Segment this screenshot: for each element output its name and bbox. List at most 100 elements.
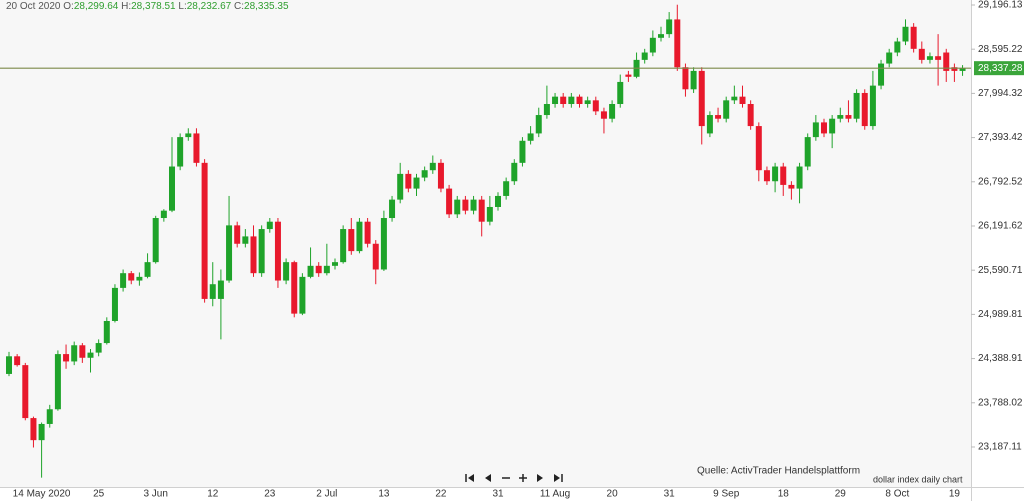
- candle-body: [266, 221, 273, 230]
- y-tick-label: 23,788.02: [978, 397, 1023, 408]
- candle-body: [111, 287, 118, 321]
- x-tick-label: 25: [93, 489, 105, 500]
- nav-prev[interactable]: [485, 474, 491, 482]
- candle-body: [666, 19, 673, 35]
- header-label: C:: [234, 1, 245, 12]
- candle-body: [201, 162, 208, 299]
- candle-body: [641, 52, 648, 60]
- header-value: 28,378.51: [131, 1, 176, 12]
- candle-body: [943, 52, 950, 71]
- candle-body: [715, 115, 722, 119]
- candle-body: [625, 74, 632, 77]
- candle-body: [902, 26, 909, 42]
- candle-body: [283, 262, 290, 281]
- candle-body: [332, 262, 338, 266]
- x-tick-label: 22: [435, 489, 447, 500]
- candle-body: [894, 41, 901, 53]
- header-value: 28,335.35: [244, 1, 289, 12]
- x-tick-label: 31: [492, 489, 504, 500]
- candle-body: [682, 67, 689, 90]
- x-tick-label: 8 Oct: [885, 489, 909, 500]
- candle-body: [869, 85, 876, 127]
- candle-body: [739, 96, 746, 105]
- y-tick-label: 23,187.11: [978, 442, 1022, 453]
- candle-body: [193, 133, 200, 163]
- candle-body: [250, 236, 257, 274]
- candle-body: [364, 221, 371, 244]
- x-tick-label: 18: [778, 489, 790, 500]
- candle-body: [63, 354, 70, 362]
- candle-body: [128, 273, 135, 281]
- candle-body: [706, 115, 713, 134]
- x-tick-label: 19: [949, 489, 961, 500]
- header-date: 20 Oct 2020: [6, 1, 61, 12]
- candle-body: [160, 210, 167, 219]
- candle-body: [649, 37, 656, 53]
- nav-zoom-in[interactable]: [519, 474, 527, 482]
- candle-body: [421, 170, 428, 178]
- candle-body: [470, 199, 477, 211]
- y-tick-label: 28,595.22: [978, 44, 1023, 55]
- candle-body: [731, 96, 738, 101]
- candle-body: [763, 170, 770, 182]
- candle-body: [380, 218, 387, 270]
- last-price-box: [974, 61, 1024, 76]
- candle-body: [951, 67, 958, 71]
- nav-next[interactable]: [537, 474, 543, 482]
- candle-body: [821, 122, 827, 134]
- candle-body: [926, 56, 933, 60]
- y-tick-label: 25,590.71: [978, 265, 1023, 276]
- nav-last[interactable]: [554, 474, 563, 482]
- candle-body: [609, 104, 616, 119]
- candle-body: [307, 265, 314, 277]
- candle-body: [120, 273, 127, 288]
- candle-body: [503, 181, 510, 196]
- candle-body: [788, 184, 795, 189]
- candle-body: [747, 104, 754, 127]
- y-tick-label: 27,994.32: [978, 88, 1023, 99]
- x-tick-label: 23: [264, 489, 276, 500]
- candle-body: [54, 354, 61, 410]
- candle-body: [71, 345, 78, 362]
- candle-body: [478, 199, 485, 222]
- candle-body: [804, 137, 811, 167]
- candle-body: [299, 276, 306, 314]
- header-value: 28,299.64: [73, 1, 119, 12]
- candle-body: [495, 195, 501, 207]
- candle-body: [829, 118, 836, 134]
- candle-body: [14, 356, 21, 366]
- x-tick-label: 13: [378, 489, 390, 500]
- last-price-label: 28,337.28: [978, 63, 1023, 74]
- candle-body: [405, 173, 412, 189]
- y-tick-label: 27,393.42: [978, 132, 1023, 143]
- candle-body: [437, 162, 444, 189]
- candle-body: [242, 236, 249, 244]
- candle-body: [959, 68, 966, 71]
- y-tick-label: 24,388.91: [978, 353, 1023, 364]
- candle-body: [935, 56, 942, 60]
- candle-body: [796, 166, 803, 189]
- x-tick-label: 12: [207, 489, 219, 500]
- candle-body: [397, 173, 404, 200]
- candle-body: [560, 96, 567, 105]
- candle-body: [234, 225, 241, 244]
- candle-body: [617, 81, 624, 105]
- candle-body: [845, 115, 852, 119]
- candle-body: [274, 221, 281, 281]
- candle-body: [323, 265, 330, 274]
- candle-body: [6, 356, 12, 374]
- candle-body: [772, 166, 779, 182]
- candle-body: [886, 52, 893, 64]
- candle-body: [837, 115, 844, 119]
- navigation: [465, 474, 563, 482]
- y-tick-label: 26,792.52: [978, 176, 1023, 187]
- x-tick-label: 20: [607, 489, 619, 500]
- candle-body: [812, 122, 819, 138]
- x-tick-label: 31: [664, 489, 676, 500]
- nav-first[interactable]: [465, 474, 474, 482]
- candle-body: [103, 320, 110, 344]
- candle-body: [413, 177, 420, 189]
- candle-body: [486, 206, 493, 222]
